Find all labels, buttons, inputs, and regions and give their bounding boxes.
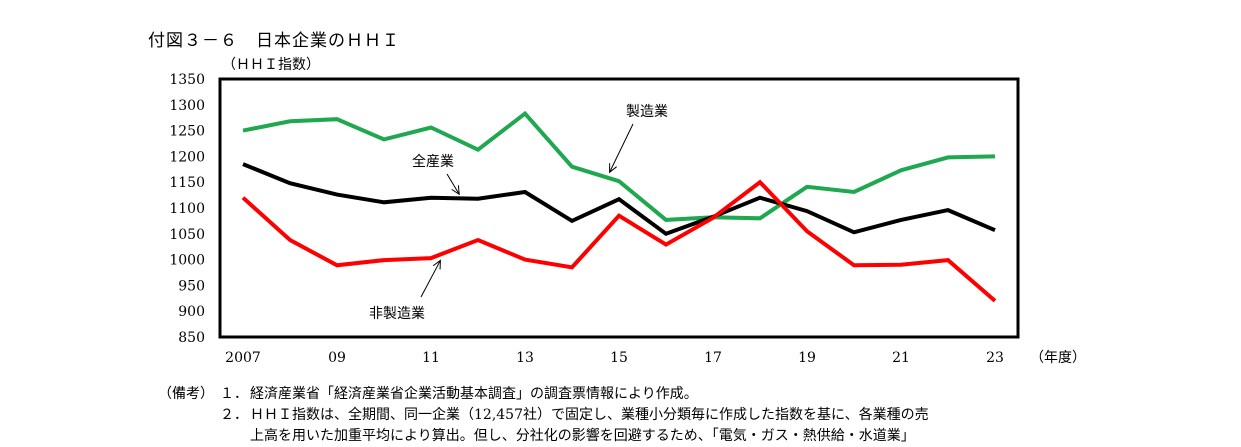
y-axis-label: （ＨＨＩ指数） bbox=[222, 57, 320, 73]
y-tick-label: 1100 bbox=[169, 201, 205, 217]
series-line bbox=[242, 162, 996, 237]
x-tick-label: 2007 bbox=[225, 350, 261, 366]
x-tick-label: 19 bbox=[798, 350, 816, 366]
annotation-label: 非製造業 bbox=[369, 306, 425, 322]
note-number: １． bbox=[220, 386, 248, 402]
annotation-label: 製造業 bbox=[626, 104, 668, 120]
y-tick-label: 1150 bbox=[169, 175, 205, 191]
series-line bbox=[242, 110, 996, 222]
annotation-arrowhead bbox=[432, 259, 441, 270]
annotation-arrow bbox=[446, 173, 460, 195]
y-tick-label: 1250 bbox=[169, 124, 205, 140]
y-tick-label: 850 bbox=[178, 330, 205, 346]
y-tick-label: 1050 bbox=[169, 227, 205, 243]
annotation-arrow bbox=[420, 260, 441, 298]
annotation-arrowhead bbox=[609, 163, 617, 174]
x-tick-label: 11 bbox=[422, 350, 440, 366]
notes: （備考） １． 経済産業省「経済産業省企業活動基本調査」の調査票情報により作成。… bbox=[158, 384, 929, 447]
x-tick-label: 23 bbox=[986, 350, 1004, 366]
y-tick-label: 1000 bbox=[169, 253, 205, 269]
note-row: （備考） １． 経済産業省「経済産業省企業活動基本調査」の調査票情報により作成。 bbox=[158, 384, 929, 405]
x-axis-label: （年度） bbox=[1030, 350, 1086, 366]
y-tick-labels: 850 900 950 1000 1050 1100 1150 1200 1250 1300 135… bbox=[169, 72, 205, 346]
annotation-label: 全産業 bbox=[412, 153, 454, 170]
notes-head: （備考） bbox=[158, 386, 214, 402]
annotation-arrowhead bbox=[451, 185, 460, 196]
note-text: ＨＨＩ指数は、全期間、同一企業（12,457社）で固定し、業種小分類毎に作成した… bbox=[250, 407, 929, 423]
plot-frame bbox=[218, 77, 1020, 339]
x-tick-label: 15 bbox=[610, 350, 628, 366]
x-tick-label: 13 bbox=[516, 350, 534, 366]
note-row: 上高を用いた加重平均により算出。但し、分社化の影響を回避するため、「電気・ガス・… bbox=[158, 426, 929, 447]
note-number: ２． bbox=[220, 407, 248, 423]
note-text: 上高を用いた加重平均により算出。但し、分社化の影響を回避するため、「電気・ガス・… bbox=[250, 428, 915, 444]
series-line bbox=[241, 179, 997, 303]
y-tick-label: 950 bbox=[178, 278, 205, 294]
y-tick-label: 1350 bbox=[169, 72, 205, 88]
x-tick-label: 17 bbox=[704, 350, 722, 366]
y-tick-label: 900 bbox=[178, 304, 205, 320]
note-text: 経済産業省「経済産業省企業活動基本調査」の調査票情報により作成。 bbox=[250, 386, 698, 402]
x-tick-label: 21 bbox=[892, 350, 910, 366]
y-tick-label: 1200 bbox=[169, 149, 205, 165]
chart-title: 付図３－６ 日本企業のＨＨＩ bbox=[148, 31, 400, 51]
series-lines bbox=[241, 110, 997, 303]
y-tick-label: 1300 bbox=[169, 98, 205, 114]
note-row: ２． ＨＨＩ指数は、全期間、同一企業（12,457社）で固定し、業種小分類毎に作… bbox=[158, 405, 929, 426]
x-tick-labels: 2007 09 11 13 15 17 19 21 23 bbox=[225, 350, 1004, 366]
annotation-arrow bbox=[609, 123, 634, 173]
note-number bbox=[220, 426, 250, 447]
x-tick-label: 09 bbox=[328, 350, 346, 366]
